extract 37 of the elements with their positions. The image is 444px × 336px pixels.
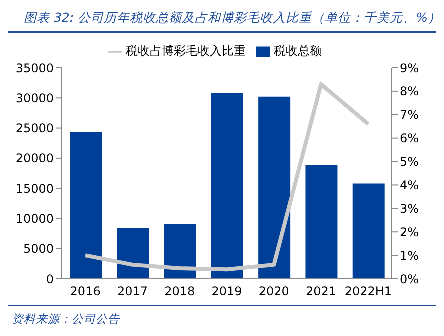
y2-tick-label: 5% <box>400 155 420 170</box>
y-tick-label: 15000 <box>16 182 54 196</box>
y-tick-label: 20000 <box>16 152 54 166</box>
y2-tick-label: 0% <box>400 272 420 286</box>
y-tick-label: 25000 <box>16 122 54 136</box>
chart-title: 图表 32: 公司历年税收总额及占和博彩毛收入比重（单位：千美元、%） <box>23 9 441 27</box>
legend-label: 税收总额 <box>274 44 322 58</box>
y2-tick-label: 2% <box>400 225 420 240</box>
x-tick-label: 2021 <box>306 284 337 299</box>
y-tick-label: 5000 <box>23 242 54 256</box>
y2-tick-label: 1% <box>400 248 420 263</box>
bar <box>70 132 102 279</box>
bar <box>211 93 244 279</box>
bar <box>258 96 291 279</box>
y2-tick-label: 4% <box>400 178 420 192</box>
x-tick-label: 2017 <box>117 284 148 299</box>
y-tick-label: 0 <box>46 272 54 286</box>
bar <box>164 224 196 279</box>
bar <box>117 228 150 279</box>
y2-tick-label: 8% <box>400 84 420 99</box>
bar <box>306 165 338 279</box>
text: 资料来源：公司公告 <box>8 305 436 327</box>
y2-tick-label: 6% <box>400 132 420 146</box>
x-tick-label: 2022H1 <box>344 284 392 299</box>
x-tick-label: 2018 <box>164 284 196 299</box>
y-tick-label: 30000 <box>16 91 54 106</box>
legend-label: 税收占博彩毛收入比重 <box>126 44 246 58</box>
y2-tick-label: 7% <box>400 108 420 122</box>
y2-tick-label: 3% <box>400 202 420 216</box>
y2-tick-label: 9% <box>400 61 420 76</box>
line-series <box>84 82 370 272</box>
bar <box>352 184 385 279</box>
x-tick-label: 2020 <box>258 284 290 299</box>
y-tick-label: 10000 <box>16 212 54 226</box>
x-tick-label: 2016 <box>70 284 101 299</box>
y-tick-label: 35000 <box>16 61 54 76</box>
x-tick-label: 2019 <box>212 284 242 299</box>
